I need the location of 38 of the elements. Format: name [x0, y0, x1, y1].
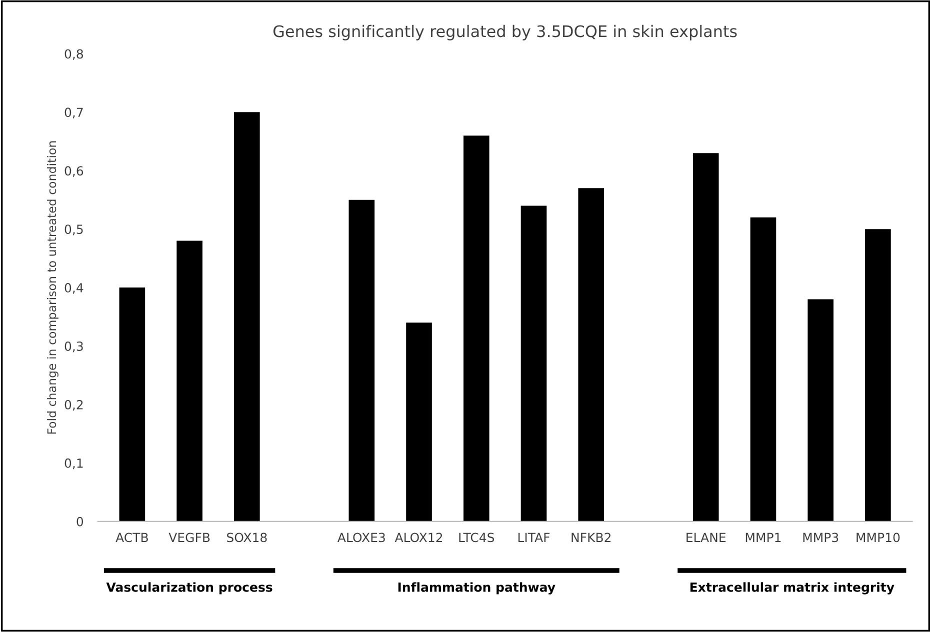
y-tick-label: 0,2: [64, 400, 83, 411]
bar: [234, 112, 260, 522]
bar: [578, 188, 604, 522]
x-tick-label: ALOXE3: [337, 532, 385, 542]
y-tick-label: 0,3: [64, 341, 83, 352]
y-tick-label: 0,8: [64, 49, 84, 60]
y-tick-label: 0,4: [64, 283, 84, 294]
x-tick-label: LITAF: [518, 532, 550, 542]
y-tick-label: 0: [76, 516, 84, 526]
bar: [808, 299, 834, 522]
x-tick-label: SOX18: [227, 532, 267, 542]
chart-title: Genes significantly regulated by 3.5DCQE in skin explants: [273, 24, 737, 40]
bar: [348, 200, 375, 522]
x-tick-label: ELANE: [686, 532, 726, 542]
bar: [176, 240, 202, 522]
bar: [463, 136, 490, 522]
x-tick-label: ALOX12: [394, 532, 442, 542]
bar: [119, 288, 146, 522]
y-axis-title: Fold change in comparison to untreated condition: [47, 141, 58, 434]
x-tick-label: VEGFB: [168, 532, 210, 542]
x-tick-label: MMP10: [856, 532, 900, 542]
y-tick-label: 0,5: [64, 224, 83, 236]
bar: [750, 217, 776, 522]
bar: [692, 153, 719, 522]
bar: [406, 322, 432, 522]
x-tick-label: NFKB2: [572, 532, 610, 542]
text: Extracellular matrix integrity: [690, 582, 894, 594]
text: Vascularization process: [106, 582, 272, 594]
bar: [520, 206, 547, 522]
y-tick-label: 0,1: [64, 458, 83, 470]
y-tick-label: 0,7: [64, 108, 83, 118]
x-tick-label: ACTB: [116, 532, 148, 542]
bar: [865, 229, 891, 522]
x-tick-label: LTC4S: [459, 532, 494, 542]
text: Inflammation pathway: [398, 582, 556, 594]
y-tick-label: 0,6: [64, 166, 84, 177]
x-tick-label: MMP3: [803, 532, 838, 542]
x-tick-label: MMP1: [746, 532, 781, 542]
